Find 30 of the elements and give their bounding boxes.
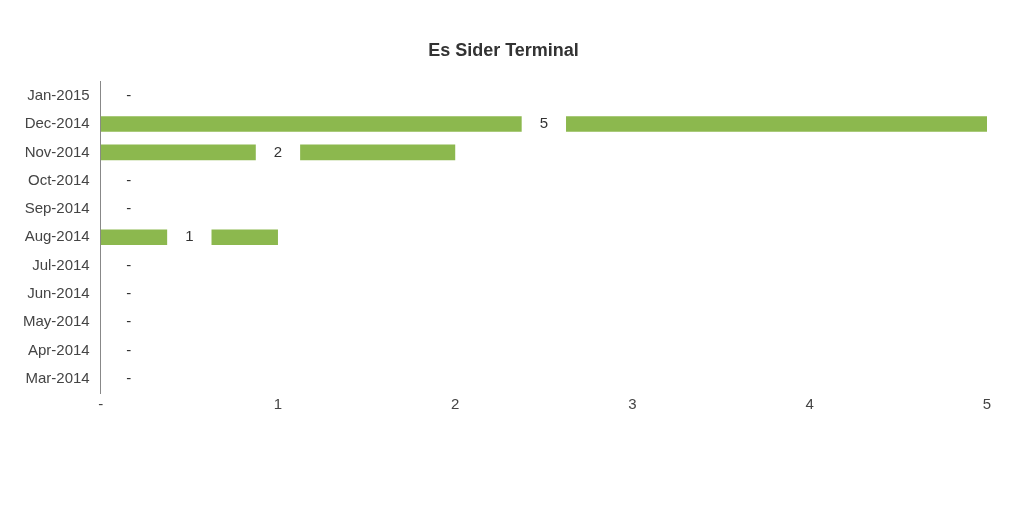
data-label: - bbox=[126, 368, 132, 386]
y-tick-label: Jun-2014 bbox=[27, 284, 90, 302]
bar bbox=[100, 116, 987, 132]
x-tick-label: 1 bbox=[273, 395, 283, 413]
data-label: - bbox=[126, 199, 132, 217]
y-tick-label: Sep-2014 bbox=[24, 199, 90, 217]
data-label: - bbox=[126, 85, 132, 103]
data-label: - bbox=[126, 312, 132, 330]
data-label: - bbox=[126, 284, 132, 302]
y-tick-label: Mar-2014 bbox=[25, 368, 90, 386]
x-tick-label: 3 bbox=[628, 395, 637, 413]
data-label: - bbox=[126, 170, 132, 188]
y-tick-label: Aug-2014 bbox=[24, 227, 90, 245]
x-tick-label: 5 bbox=[982, 395, 992, 413]
chart-title: Es Sider Terminal bbox=[428, 39, 579, 60]
y-tick-label: Dec-2014 bbox=[24, 114, 90, 132]
x-tick-label: 2 bbox=[451, 395, 460, 413]
data-label: 5 bbox=[539, 114, 549, 132]
y-tick-label: Apr-2014 bbox=[27, 340, 90, 358]
data-label: 1 bbox=[185, 227, 194, 245]
y-tick-label: Jul-2014 bbox=[32, 255, 90, 273]
data-label: - bbox=[126, 255, 132, 273]
y-tick-label: Jan-2015 bbox=[27, 85, 90, 103]
y-tick-label: May-2014 bbox=[23, 312, 90, 330]
data-label: - bbox=[126, 340, 132, 358]
data-label: 2 bbox=[273, 142, 283, 160]
x-tick-label: - bbox=[98, 395, 104, 413]
x-tick-label: 4 bbox=[805, 395, 814, 413]
y-tick-label: Oct-2014 bbox=[28, 170, 90, 188]
y-tick-label: Nov-2014 bbox=[24, 142, 90, 160]
